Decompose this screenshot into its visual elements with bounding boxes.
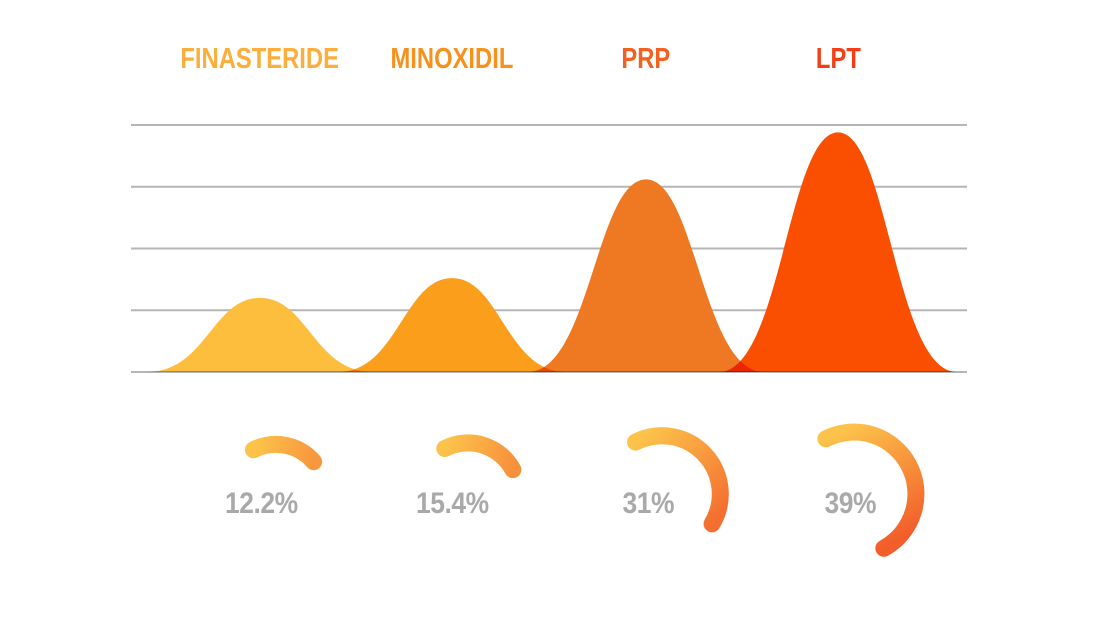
treatment-label-text: PRP xyxy=(621,43,671,75)
progress-arc-minoxidil xyxy=(436,434,522,479)
treatment-label-text: MINOXIDIL xyxy=(390,43,514,75)
treatment-label-prp: PRP xyxy=(546,44,746,74)
bell-curve-minoxidil xyxy=(338,278,566,372)
percent-label-prp: 31% xyxy=(548,488,748,520)
percent-label-text: 12.2% xyxy=(224,487,298,520)
treatment-label-finasteride: FINASTERIDE xyxy=(160,44,360,74)
percent-label-finasteride: 12.2% xyxy=(161,488,361,520)
progress-arc-lpt xyxy=(817,423,925,557)
bell-curve-lpt xyxy=(719,132,957,372)
treatment-label-lpt: LPT xyxy=(738,44,938,74)
percent-label-text: 39% xyxy=(824,487,876,520)
progress-arc-finasteride xyxy=(244,435,323,471)
bell-curves-group xyxy=(131,132,967,373)
treatment-label-text: FINASTERIDE xyxy=(180,43,340,75)
percent-label-lpt: 39% xyxy=(750,488,950,520)
percent-label-text: 31% xyxy=(622,487,674,520)
progress-arc-prp xyxy=(627,427,729,533)
treatment-label-minoxidil: MINOXIDIL xyxy=(352,44,552,74)
treatment-label-text: LPT xyxy=(815,43,861,75)
percent-label-minoxidil: 15.4% xyxy=(352,488,552,520)
bell-curve-finasteride xyxy=(147,297,373,372)
percent-label-text: 15.4% xyxy=(415,487,489,520)
bell-curve-prp xyxy=(528,179,764,372)
